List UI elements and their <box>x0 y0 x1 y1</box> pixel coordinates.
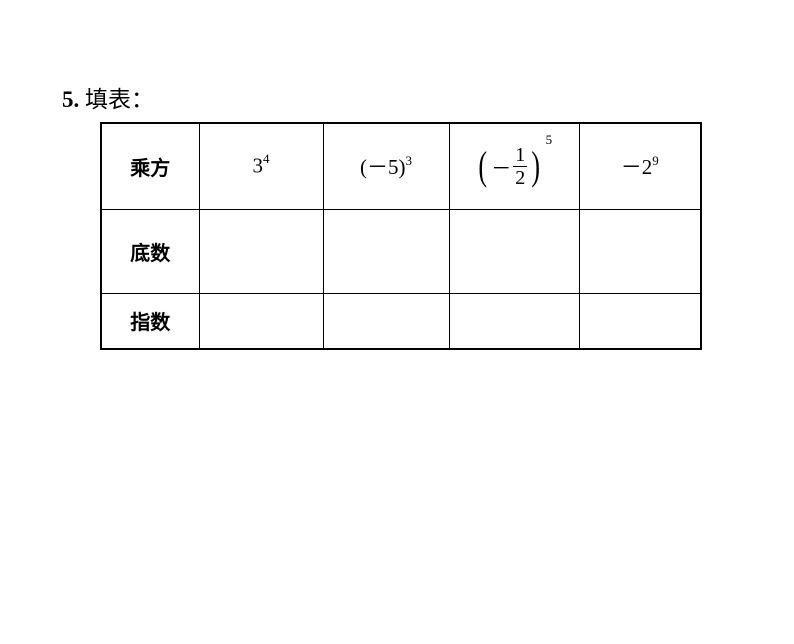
problem-text: 填表： <box>85 87 154 112</box>
right-paren-icon: ) <box>532 146 541 186</box>
problem-number: 5. <box>62 87 79 112</box>
empty-cell <box>449 293 579 349</box>
empty-cell <box>579 209 701 293</box>
empty-cell <box>579 293 701 349</box>
row-label-base: 底数 <box>101 209 199 293</box>
cell-expr-2: (－5)3 <box>323 123 449 209</box>
empty-cell <box>199 209 323 293</box>
left-paren-icon: ( <box>478 146 487 186</box>
fill-table: 乘方 34 (－5)3 ( － 1 <box>100 122 702 350</box>
table-row: 底数 <box>101 209 701 293</box>
cell-expr-4: －29 <box>579 123 701 209</box>
empty-cell <box>449 209 579 293</box>
empty-cell <box>199 293 323 349</box>
table-row: 指数 <box>101 293 701 349</box>
cell-expr-3: ( － 1 2 ) 5 <box>449 123 579 209</box>
table-container: 乘方 34 (－5)3 ( － 1 <box>100 122 702 350</box>
cell-expr-1: 34 <box>199 123 323 209</box>
table-row: 乘方 34 (－5)3 ( － 1 <box>101 123 701 209</box>
problem-heading: 5. 填表： <box>62 80 154 114</box>
empty-cell <box>323 293 449 349</box>
row-label-power: 乘方 <box>101 123 199 209</box>
empty-cell <box>323 209 449 293</box>
row-label-exponent: 指数 <box>101 293 199 349</box>
